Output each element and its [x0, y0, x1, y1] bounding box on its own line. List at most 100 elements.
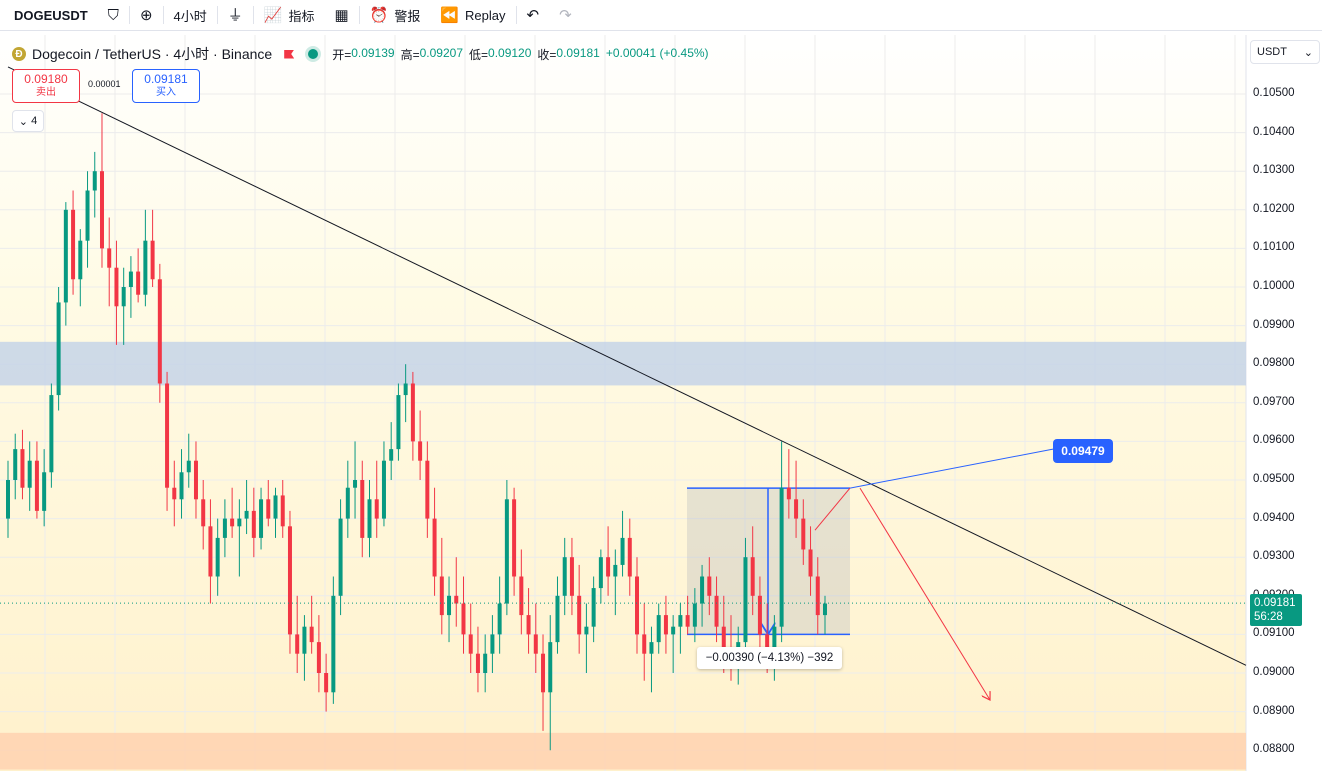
candle-body — [165, 383, 170, 488]
candle-body — [555, 595, 560, 643]
candle-body — [27, 460, 32, 488]
candle-body — [186, 460, 191, 473]
candle-body — [381, 460, 386, 519]
price-scale-label: 0.08900 — [1253, 704, 1295, 717]
candle-body — [259, 499, 264, 538]
indicators-collapse-button[interactable]: ⌄ 4 — [12, 110, 44, 132]
separator — [358, 6, 360, 24]
candle-body — [468, 634, 473, 654]
buy-label: 买入 — [156, 87, 176, 98]
alarm-icon: ⏰ — [369, 6, 389, 24]
candle-body — [157, 279, 162, 384]
open-value: 0.09139 — [351, 45, 395, 60]
candle-body — [822, 603, 827, 616]
layouts-button[interactable]: ▦ — [324, 0, 358, 30]
candle-body — [663, 615, 668, 635]
candle-body — [367, 499, 372, 538]
candle-body — [743, 557, 748, 643]
candle-body — [193, 460, 198, 500]
chart-type-button[interactable]: ⏚ — [218, 0, 253, 30]
flag-icon[interactable] — [284, 49, 295, 59]
low-label: 低= — [469, 47, 489, 62]
compare-button[interactable]: ⊕ — [130, 0, 163, 30]
separator — [252, 6, 254, 24]
candle-body — [42, 472, 47, 511]
flag-connector — [849, 448, 1054, 489]
candle-body — [635, 576, 640, 635]
candle-body — [128, 271, 133, 287]
candle-body — [230, 518, 235, 527]
symbol-selector[interactable]: DOGEUSDT — [14, 7, 88, 23]
projection-down-arrow — [859, 487, 990, 700]
candle-body — [606, 557, 611, 577]
candle-body — [302, 626, 307, 654]
candle-body — [504, 499, 509, 604]
candle-body — [273, 495, 278, 519]
candle-body — [418, 441, 423, 461]
candle-body — [99, 171, 104, 249]
candle-body — [786, 487, 791, 500]
candle-body — [410, 383, 415, 442]
candle-body — [707, 576, 712, 596]
drawings[interactable] — [0, 66, 1247, 700]
candle-body — [483, 653, 488, 673]
separator — [128, 6, 130, 24]
close-value: 0.09181 — [556, 45, 600, 60]
candle-body — [512, 499, 517, 577]
price-scale-label: 0.10100 — [1253, 241, 1295, 254]
candle-body — [671, 626, 676, 635]
candle-body — [721, 626, 726, 654]
chevron-down-icon: ⌄ — [18, 115, 29, 128]
candle-body — [114, 267, 119, 307]
candle-body — [20, 449, 25, 488]
price-scale-label: 0.10000 — [1253, 280, 1295, 292]
candle-body — [439, 576, 444, 616]
change-value: +0.00041 (+0.45%) — [605, 45, 709, 60]
candle-body — [172, 487, 177, 500]
buy-button[interactable]: 0.09181 买入 — [132, 69, 200, 103]
favorite-button[interactable]: ⛉ — [98, 0, 129, 30]
candle-body — [287, 526, 292, 635]
measure-result-label: −0.00390 (−4.13%) −392 — [697, 647, 842, 669]
candle-body — [324, 673, 329, 693]
candle-body — [222, 518, 227, 538]
candle-body — [692, 603, 697, 627]
candle-body — [56, 302, 61, 396]
measure-tool[interactable] — [687, 487, 850, 634]
undo-button[interactable]: ↶ — [517, 0, 550, 30]
replay-button[interactable]: ⏪ Replay — [430, 0, 515, 30]
alerts-button[interactable]: ⏰ 警报 — [360, 0, 431, 30]
price-scale-label: 0.10300 — [1253, 164, 1295, 177]
candle-body — [432, 518, 437, 577]
candle-body — [331, 595, 336, 693]
candle-body — [584, 626, 589, 635]
candle-body — [374, 499, 379, 519]
candle-body — [794, 499, 799, 519]
projection-up-arrow — [814, 487, 851, 531]
candle-body — [490, 634, 495, 654]
price-scale-label: 0.09300 — [1253, 550, 1295, 563]
redo-button[interactable]: ↷ — [549, 0, 582, 30]
price-scale-label: 0.09800 — [1253, 357, 1295, 370]
candles — [6, 113, 827, 751]
price-chart[interactable] — [0, 35, 1322, 771]
candle-body — [475, 653, 480, 673]
price-flag-label[interactable]: 0.09479 — [1053, 439, 1113, 463]
candle-body — [757, 595, 762, 635]
indicators-button[interactable]: 📈 指标 — [254, 0, 325, 30]
price-scale-label: 0.09400 — [1253, 511, 1295, 524]
doge-coin-icon: Ð — [12, 47, 26, 61]
interval-button[interactable]: 4小时 — [173, 8, 207, 24]
currency-select[interactable]: USDT ⌄ — [1250, 40, 1320, 64]
collapse-count: 4 — [31, 115, 38, 127]
plus-circle-icon: ⊕ — [139, 6, 153, 24]
sell-button[interactable]: 0.09180 卖出 — [12, 69, 80, 103]
price-scale-label: 0.08800 — [1253, 743, 1295, 756]
separator — [216, 6, 218, 24]
candle-body — [63, 209, 68, 303]
ohlc-values: 开= 0.09139 高= 0.09207 低= 0.09120 收= 0.09181 … — [332, 46, 714, 63]
candle-body — [577, 595, 582, 635]
candle-body — [649, 642, 654, 654]
candle-body — [49, 395, 54, 473]
top-toolbar: DOGEUSDT ⛉ ⊕ 4小时 ⏚ 📈 指标 ▦ ⏰ 警报 ⏪ Replay ↶ ↷ — [0, 0, 1322, 31]
